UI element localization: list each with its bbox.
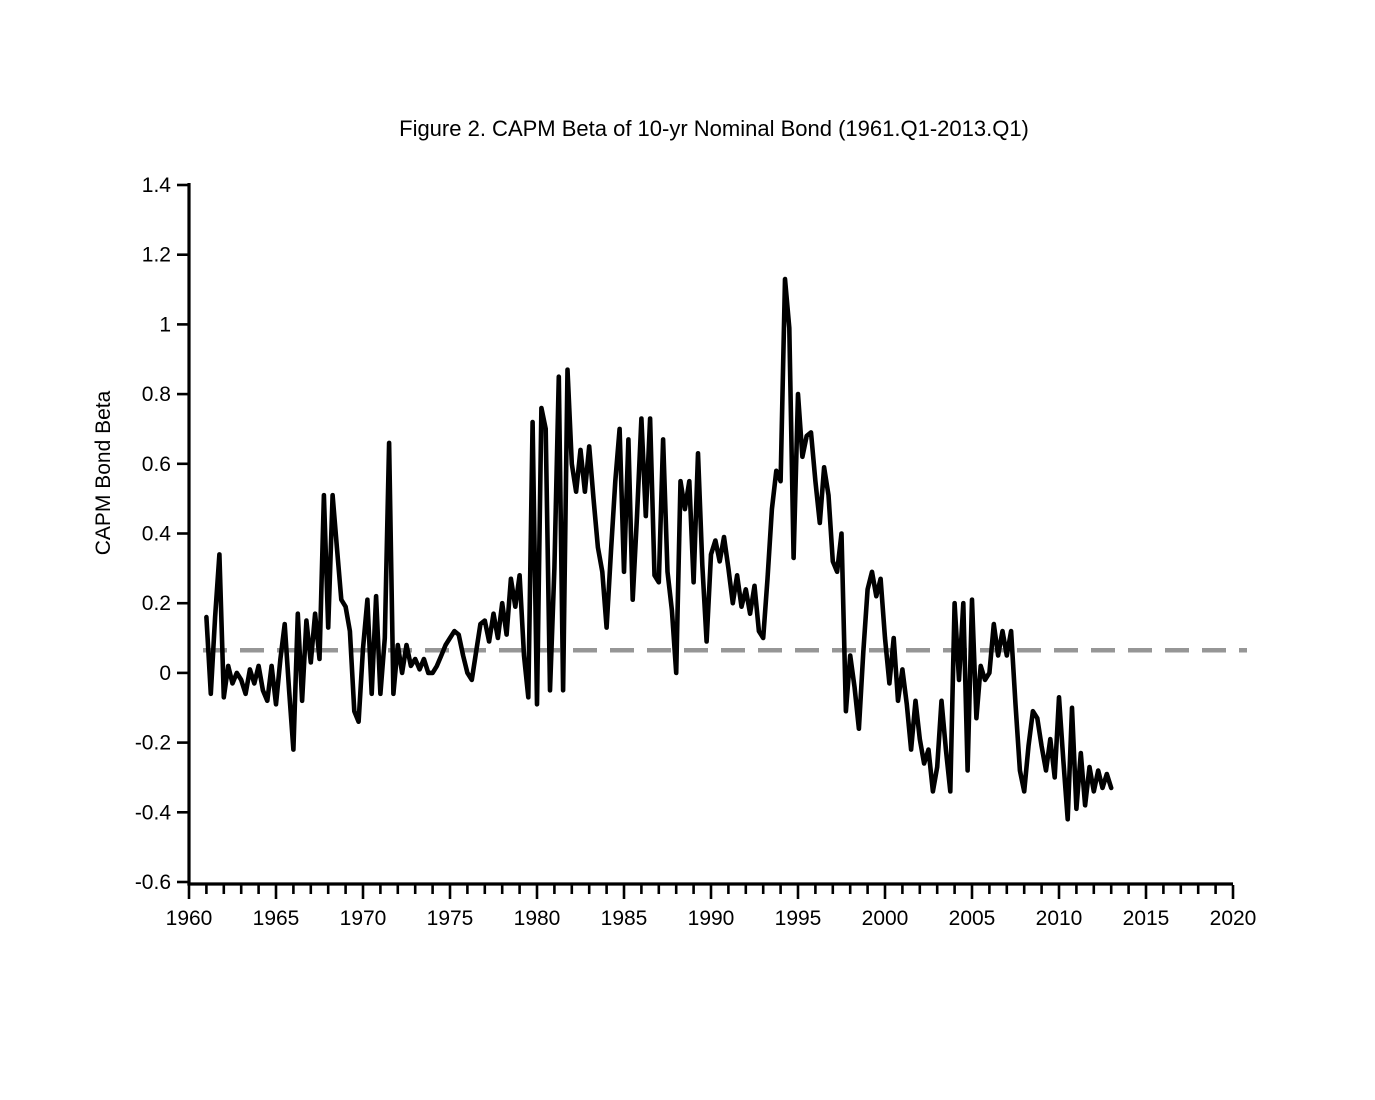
x-tick-label: 1965: [253, 907, 300, 930]
y-tick-label: 0.8: [142, 383, 171, 406]
x-tick-label: 1995: [775, 907, 822, 930]
y-tick-label: 1: [159, 313, 171, 336]
y-tick-label: -0.4: [135, 801, 172, 824]
x-tick-label: 2015: [1123, 907, 1170, 930]
y-tick-label: 1.4: [142, 174, 172, 197]
x-tick-label: 1970: [340, 907, 387, 930]
x-tick-label: 1960: [166, 907, 213, 930]
chart-title: Figure 2. CAPM Beta of 10-yr Nominal Bon…: [399, 116, 1029, 141]
y-tick-label: 0.4: [142, 523, 172, 546]
data-line: [204, 276, 1114, 822]
y-tick-label: -0.2: [135, 732, 171, 755]
y-tick-label: 0.6: [142, 453, 171, 476]
x-tick-label: 1990: [688, 907, 735, 930]
y-tick-label: 0.2: [142, 592, 171, 615]
x-tick-label: 1980: [514, 907, 561, 930]
y-tick-label: 0: [159, 662, 171, 685]
x-tick-label: 2000: [862, 907, 909, 930]
y-tick-label: -0.6: [135, 871, 171, 894]
x-tick-label: 1975: [427, 907, 474, 930]
x-tick-label: 2010: [1036, 907, 1083, 930]
x-tick-label: 2005: [949, 907, 996, 930]
x-tick-label: 1985: [601, 907, 648, 930]
y-tick-label: 1.2: [142, 244, 171, 267]
x-tick-label: 2020: [1210, 907, 1257, 930]
